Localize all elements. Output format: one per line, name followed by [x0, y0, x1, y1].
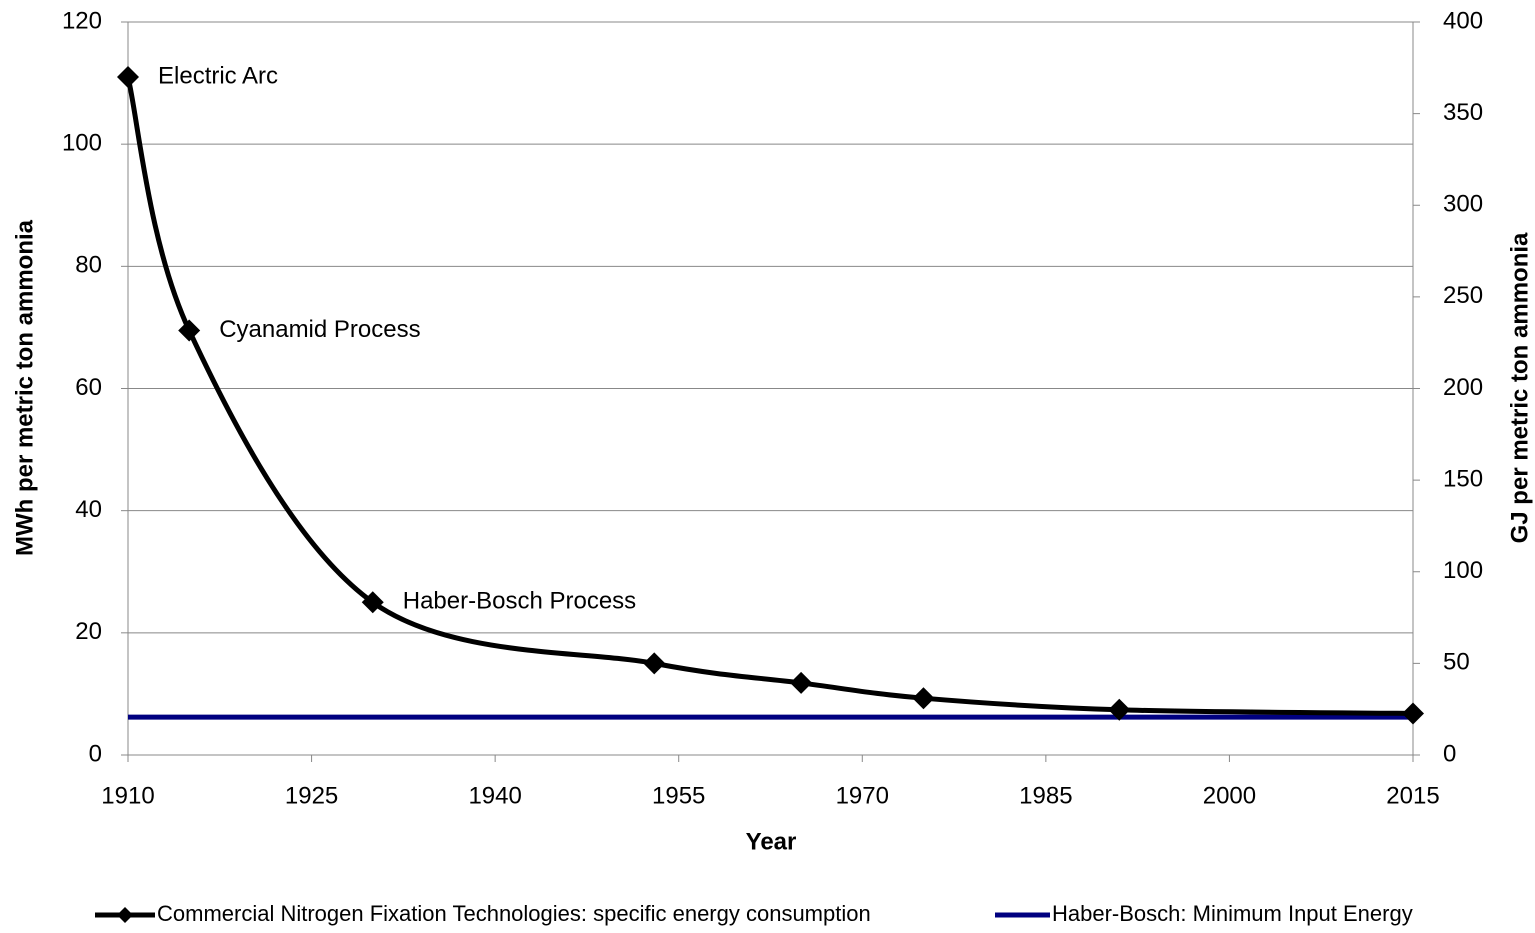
y2-tick-label: 350 [1443, 99, 1483, 126]
legend-marker [117, 907, 133, 923]
x-axis-title: Year [746, 828, 797, 855]
y2-tick-label: 250 [1443, 282, 1483, 309]
y2-axis-title: GJ per metric ton ammonia [1506, 232, 1533, 543]
y2-tick-label: 100 [1443, 557, 1483, 584]
marker [912, 687, 935, 710]
legend-label: Haber-Bosch: Minimum Input Energy [1052, 901, 1413, 926]
y-tick-label: 0 [89, 740, 102, 767]
annotation: Electric Arc [158, 62, 278, 89]
x-tick-label: 1970 [836, 782, 889, 809]
x-tick-label: 1955 [652, 782, 705, 809]
marker [178, 319, 201, 342]
y-tick-label: 20 [75, 618, 102, 645]
marker [361, 591, 384, 614]
x-tick-label: 1940 [468, 782, 521, 809]
y2-tick-label: 300 [1443, 191, 1483, 218]
y-tick-label: 80 [75, 252, 102, 279]
y2-tick-label: 50 [1443, 649, 1470, 676]
y-tick-label: 120 [62, 7, 102, 34]
marker [1402, 702, 1424, 725]
y2-tick-label: 0 [1443, 740, 1456, 767]
y-tick-label: 60 [75, 374, 102, 401]
y-axis-title: MWh per metric ton ammonia [11, 219, 38, 556]
annotation: Haber-Bosch Process [403, 588, 636, 615]
marker [1108, 698, 1131, 721]
annotation: Cyanamid Process [219, 316, 420, 343]
x-tick-label: 1910 [101, 782, 154, 809]
marker [790, 671, 813, 694]
x-tick-label: 1925 [285, 782, 338, 809]
y2-tick-label: 400 [1443, 7, 1483, 34]
x-tick-label: 1985 [1019, 782, 1072, 809]
x-tick-label: 2015 [1386, 782, 1439, 809]
series-line [125, 76, 1414, 716]
y2-tick-label: 200 [1443, 374, 1483, 401]
marker [643, 652, 666, 675]
x-tick-label: 2000 [1203, 782, 1256, 809]
y-tick-label: 40 [75, 496, 102, 523]
marker [117, 65, 139, 88]
legend-label: Commercial Nitrogen Fixation Technologie… [157, 901, 871, 926]
y-tick-label: 100 [62, 130, 102, 157]
y2-tick-label: 150 [1443, 465, 1483, 492]
